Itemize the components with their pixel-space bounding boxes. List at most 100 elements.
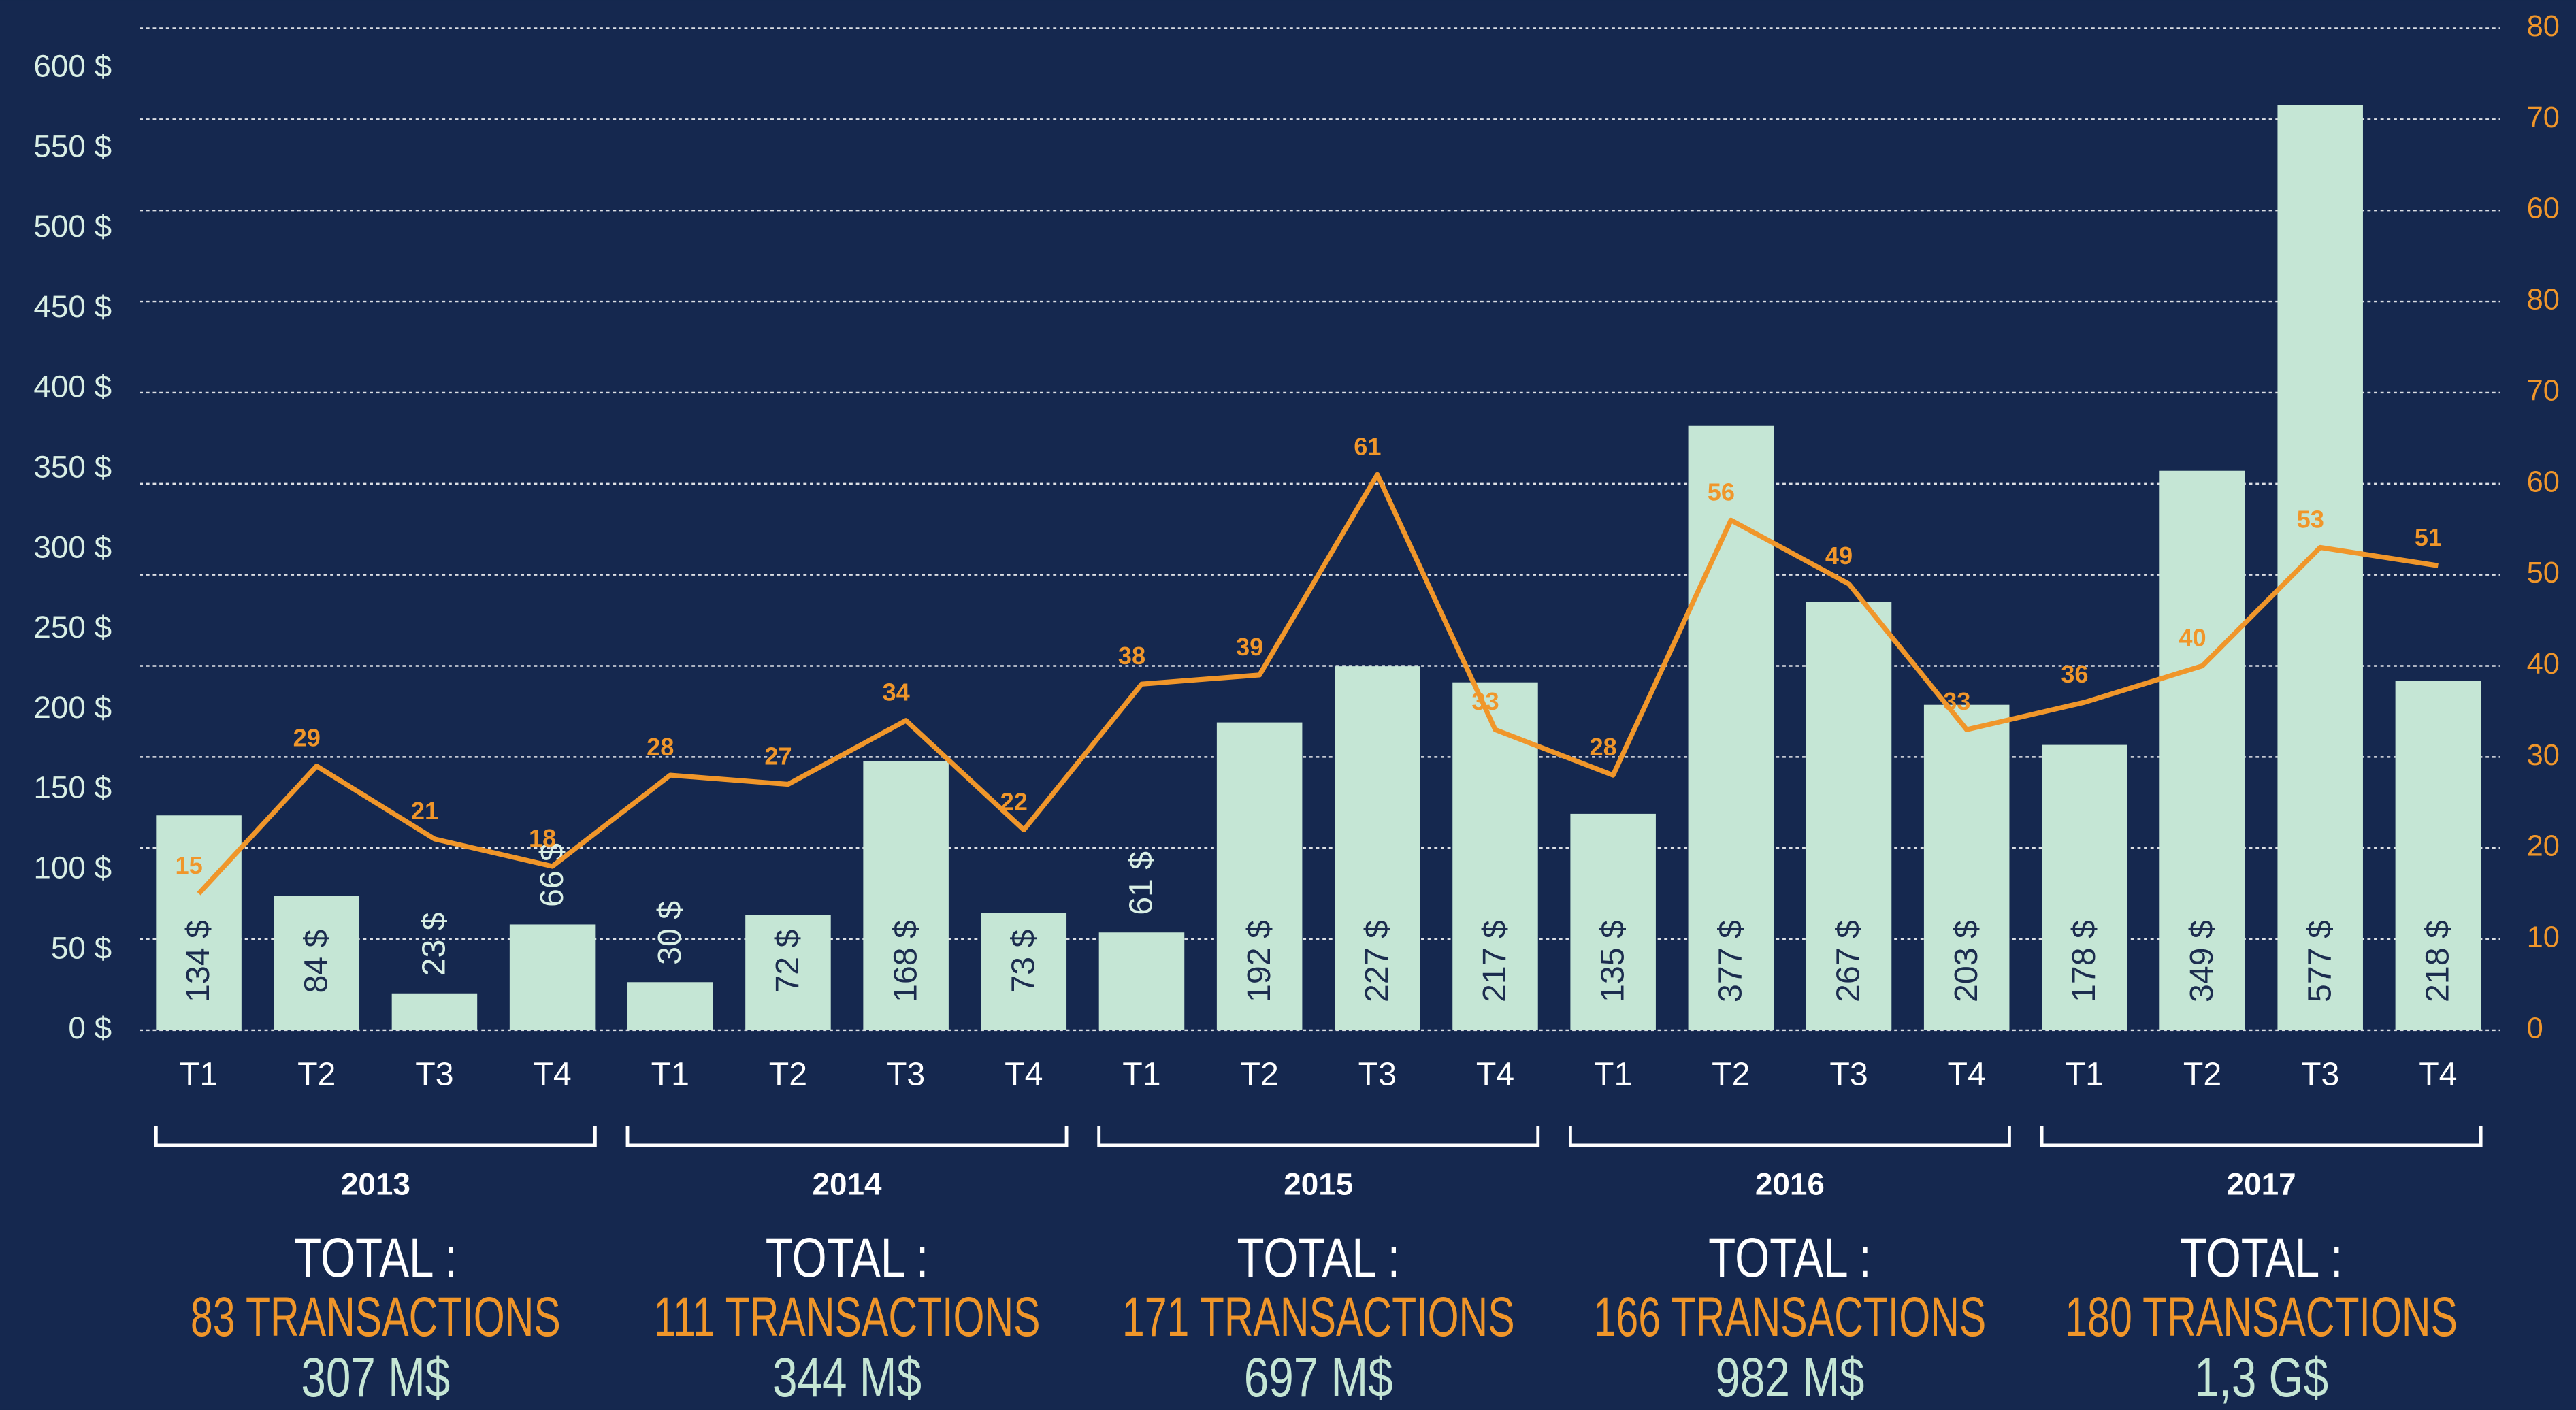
x-tick-label: T2 (769, 1055, 807, 1092)
x-tick-label: T1 (180, 1055, 218, 1092)
bar (1570, 813, 1656, 1030)
x-tick-label: T3 (887, 1055, 925, 1092)
x-tick-label: T4 (1005, 1055, 1043, 1092)
group-bracket (154, 1125, 597, 1147)
group-transactions: 166 TRANSACTIONS (1594, 1285, 1987, 1348)
y2-tick-label: 50 (2527, 557, 2560, 589)
bar (156, 815, 242, 1030)
y-tick-label: 200 $ (33, 689, 112, 725)
x-tick-label: T3 (415, 1055, 453, 1092)
line-value-label: 51 (2415, 523, 2442, 551)
bar-value-label: 227 $ (1358, 920, 1395, 1002)
line-value-label: 15 (175, 851, 202, 879)
line-value-label: 27 (764, 742, 792, 770)
bar (2042, 744, 2127, 1030)
group-label: 2016 (1755, 1166, 1825, 1201)
y-tick-label: 550 $ (33, 128, 112, 163)
bar-value-label: 135 $ (1594, 920, 1631, 1002)
group-bracket (1097, 1125, 1540, 1147)
group-bracket (2040, 1125, 2483, 1147)
bar-value-label: 217 $ (1476, 920, 1513, 1002)
bar-value-label: 577 $ (2301, 920, 2338, 1002)
line-value-label: 33 (1471, 687, 1499, 715)
line (197, 472, 2439, 896)
line-value-label: 33 (1943, 687, 1970, 715)
y2-tick-label: 20 (2527, 830, 2560, 863)
line-value-label: 40 (2179, 623, 2206, 651)
group-label: 2015 (1284, 1166, 1353, 1201)
y-tick-label: 450 $ (33, 289, 112, 324)
bar (1806, 602, 1892, 1030)
group-transactions: 111 TRANSACTIONS (654, 1285, 1041, 1348)
bar (1923, 704, 2010, 1030)
line-value-label: 56 (1708, 478, 1735, 506)
x-tick-label: T1 (1594, 1055, 1632, 1092)
y-tick-label: 0 $ (68, 1010, 112, 1045)
bar-value-label: 218 $ (2419, 920, 2456, 1002)
group-amount: 1,3 G$ (2194, 1346, 2328, 1409)
y2-tick-label: 40 (2527, 648, 2560, 681)
y2-tick-label: 60 (2527, 193, 2560, 225)
bar (509, 924, 596, 1030)
bar (391, 993, 478, 1030)
group-total: TOTAL : (1708, 1226, 1872, 1289)
y2-tick-label: 0 (2527, 1012, 2543, 1045)
line-value-label: 34 (883, 678, 910, 706)
group-bracket (625, 1125, 1069, 1147)
bar-value-label: 349 $ (2183, 920, 2220, 1002)
group-amount: 982 M$ (1715, 1346, 1864, 1409)
bar (1688, 425, 1774, 1030)
group-total: TOTAL : (1237, 1226, 1400, 1289)
group-transactions: 83 TRANSACTIONS (191, 1285, 561, 1348)
line-value-label: 21 (411, 797, 438, 825)
bar-value-label: 72 $ (769, 929, 806, 993)
bar (1216, 722, 1303, 1030)
line-value-label: 49 (1825, 542, 1853, 570)
line-value-label: 36 (2061, 660, 2088, 688)
bar (2277, 105, 2363, 1030)
x-tick-label: T3 (1358, 1055, 1397, 1092)
line-value-label: 38 (1118, 642, 1145, 670)
group-label: 2013 (341, 1166, 410, 1201)
y2-tick-label: 80 (2527, 284, 2560, 316)
group-transactions: 171 TRANSACTIONS (1122, 1285, 1515, 1348)
line-value-label: 22 (1000, 787, 1028, 815)
bar-value-label: 267 $ (1830, 920, 1867, 1002)
x-tick-label: T1 (1122, 1055, 1160, 1092)
x-tick-label: T4 (533, 1055, 571, 1092)
group-label: 2014 (813, 1166, 883, 1201)
line-value-label: 39 (1236, 633, 1263, 661)
bar-value-label: 134 $ (180, 920, 216, 1002)
bar (2395, 681, 2481, 1030)
line-value-label: 53 (2297, 505, 2324, 533)
x-tick-label: T2 (2183, 1055, 2221, 1092)
y-tick-label: 400 $ (33, 369, 112, 404)
x-tick-label: T3 (2301, 1055, 2339, 1092)
bar-value-label: 178 $ (2066, 920, 2102, 1002)
y2-tick-label: 30 (2527, 739, 2560, 772)
x-tick-label: T1 (2066, 1055, 2104, 1092)
y2-tick-label: 70 (2527, 101, 2560, 134)
bar (863, 761, 949, 1030)
group-amount: 697 M$ (1244, 1346, 1393, 1409)
group-transactions: 180 TRANSACTIONS (2065, 1285, 2458, 1348)
x-tick-label: T2 (1240, 1055, 1278, 1092)
line-value-label: 61 (1354, 432, 1381, 460)
x-tick-label: T2 (297, 1055, 336, 1092)
bar (627, 982, 713, 1030)
bar (981, 913, 1067, 1030)
bar (1098, 932, 1185, 1030)
x-tick-label: T1 (651, 1055, 689, 1092)
y2-tick-label: 60 (2527, 465, 2560, 498)
bar-value-label: 30 $ (651, 901, 688, 965)
y-tick-label: 250 $ (33, 609, 112, 644)
group-total: TOTAL : (2180, 1226, 2343, 1289)
group-amount: 344 M$ (772, 1346, 922, 1409)
bar-value-label: 73 $ (1005, 929, 1041, 993)
line-value-label: 29 (293, 724, 321, 752)
bar-value-label: 66 $ (534, 843, 570, 907)
x-tick-label: T4 (2419, 1055, 2457, 1092)
bar-value-label: 377 $ (1712, 920, 1749, 1002)
group-amount: 307 M$ (301, 1346, 450, 1409)
